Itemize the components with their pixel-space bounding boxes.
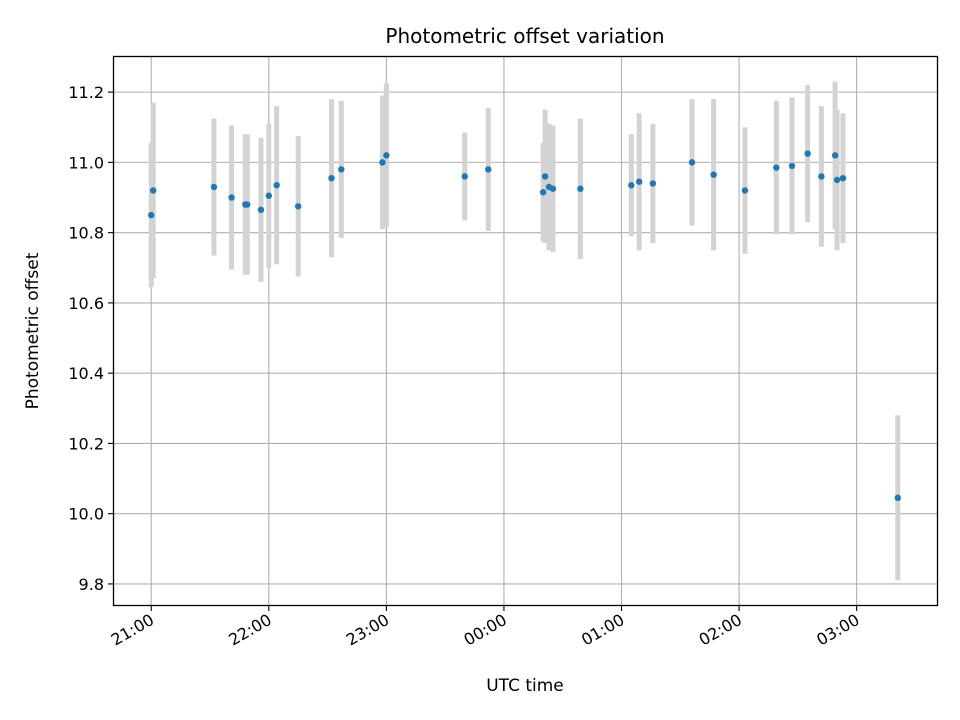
data-point <box>741 187 749 194</box>
data-point <box>461 173 468 180</box>
y-tick-label: 11.0 <box>68 153 104 172</box>
data-point <box>383 152 390 159</box>
y-tick-label: 10.8 <box>68 224 104 243</box>
x-axis-label: UTC time <box>486 676 564 696</box>
data-point <box>338 166 345 173</box>
data-point <box>710 171 717 178</box>
data-point <box>773 164 780 171</box>
data-point <box>244 201 251 208</box>
data-point <box>894 494 902 502</box>
data-point <box>788 162 796 170</box>
y-tick-label: 10.0 <box>68 505 104 524</box>
y-tick-label: 9.8 <box>79 575 104 594</box>
data-point <box>149 187 157 194</box>
data-point <box>257 206 265 214</box>
data-point <box>649 180 657 187</box>
data-point <box>148 211 155 219</box>
data-point <box>273 182 280 189</box>
data-point <box>541 173 549 180</box>
data-point <box>688 159 696 166</box>
data-point <box>833 176 841 184</box>
y-tick-label: 11.2 <box>68 83 104 102</box>
data-point <box>265 192 273 199</box>
data-point <box>328 174 335 182</box>
data-point <box>628 182 635 189</box>
y-tick-label: 10.2 <box>68 434 104 453</box>
data-point <box>635 178 643 185</box>
data-point <box>228 194 235 201</box>
data-point <box>539 189 547 196</box>
data-point <box>804 150 811 157</box>
y-tick-label: 10.4 <box>68 364 104 383</box>
data-point <box>485 166 492 173</box>
y-tick-label: 10.6 <box>68 294 104 313</box>
data-point <box>379 159 386 166</box>
data-point <box>294 203 302 210</box>
data-point <box>831 152 839 159</box>
data-point <box>549 185 557 192</box>
data-point <box>818 173 825 180</box>
plot-frame <box>112 55 939 607</box>
data-point <box>839 174 847 182</box>
data-point <box>577 185 584 192</box>
y-axis-label: Photometric offset <box>23 252 43 409</box>
chart-title: Photometric offset variation <box>385 24 664 48</box>
data-point <box>210 183 218 191</box>
data-points <box>148 150 902 502</box>
